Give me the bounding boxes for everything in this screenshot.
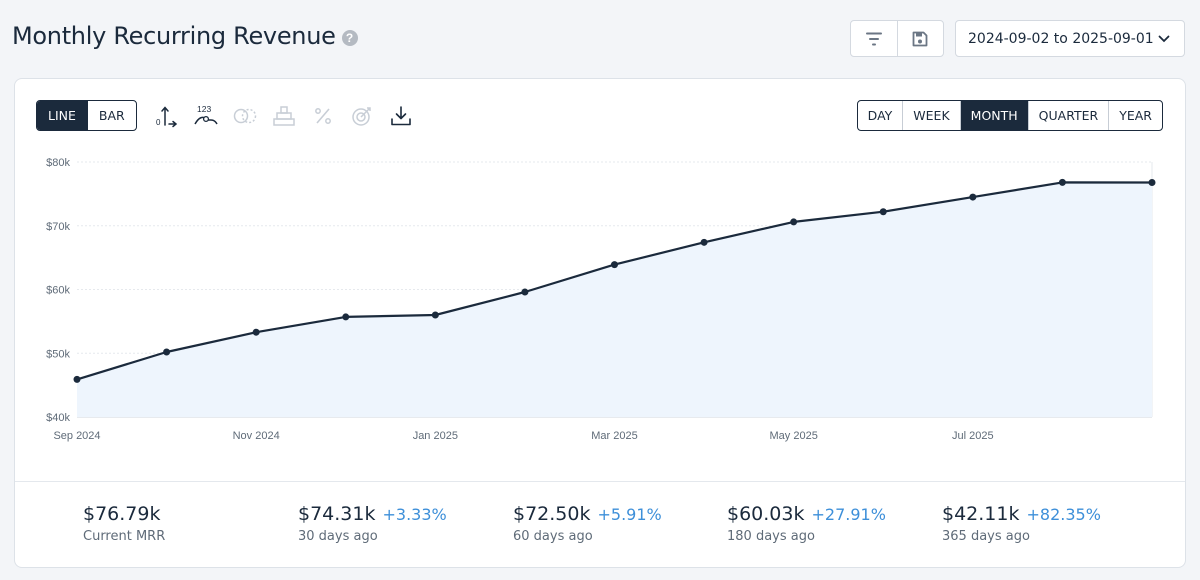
period-year-button[interactable]: YEAR — [1108, 101, 1162, 130]
period-toggle: DAY WEEK MONTH QUARTER YEAR — [856, 100, 1163, 131]
stat-change: +27.91% — [811, 505, 886, 524]
data-point — [879, 208, 887, 216]
question-circle-icon[interactable]: ? — [341, 30, 358, 46]
mrr-line-chart: $40k $50k $60k $70k $80k Sep 2024 Nov 2024 Jan … — [46, 157, 1156, 442]
stat-180-days: $60.03k +27.91% 180 days ago — [727, 503, 886, 544]
stack-button[interactable] — [264, 101, 303, 131]
axis-scale-icon: 0 — [156, 106, 177, 128]
line-toggle-button[interactable]: LINE — [37, 101, 87, 130]
stat-60-days: $72.50k +5.91% 60 days ago — [513, 503, 662, 544]
data-point — [342, 313, 350, 321]
filter-icon — [865, 32, 882, 45]
stat-change: +5.91% — [597, 505, 662, 524]
y-tick-label: $70k — [46, 221, 70, 233]
data-point — [611, 261, 618, 269]
stat-current-mrr: $76.79k Current MRR — [83, 503, 165, 544]
data-point — [969, 193, 977, 201]
data-point — [163, 348, 171, 356]
percent-button[interactable] — [303, 101, 342, 131]
x-tick-label: May 2025 — [770, 430, 818, 442]
chevron-down-icon — [1158, 35, 1170, 42]
data-point — [431, 311, 439, 319]
stat-365-days: $42.11k +82.35% 365 days ago — [942, 503, 1101, 544]
stat-value: $42.11k — [942, 503, 1020, 525]
mrr-card: LINE BAR 0 123 — [14, 78, 1186, 568]
data-point — [521, 288, 529, 296]
page-header: Monthly Recurring Revenue ? — [12, 22, 358, 50]
x-tick-label: Mar 2025 — [591, 430, 637, 442]
data-labels-button[interactable]: 123 — [186, 101, 225, 131]
data-labels-text: 123 — [197, 104, 211, 114]
x-tick-label: Sep 2024 — [53, 430, 100, 442]
stat-value: $74.31k — [298, 503, 376, 525]
period-day-button[interactable]: DAY — [867, 108, 893, 123]
y-tick-label: $50k — [46, 348, 70, 360]
goal-target-button[interactable] — [342, 101, 381, 131]
y-tick-label: $60k — [46, 285, 70, 297]
stat-label: 180 days ago — [727, 529, 815, 544]
date-range-value: 2024-09-02 to 2025-09-01 — [968, 30, 1154, 47]
x-tick-label: Jul 2025 — [952, 430, 994, 442]
period-week-button[interactable]: WEEK — [902, 101, 959, 130]
data-point — [700, 238, 708, 246]
data-point — [73, 375, 81, 383]
axis-scale-button[interactable]: 0 — [147, 101, 186, 131]
data-labels-icon: 123 — [193, 104, 218, 125]
stat-value: $60.03k — [727, 503, 805, 525]
data-point — [1058, 178, 1066, 186]
chart-toolbar: 0 123 — [147, 101, 420, 131]
filter-button[interactable] — [851, 21, 897, 56]
stat-change: +82.35% — [1026, 505, 1101, 524]
bar-toggle-button[interactable]: BAR — [86, 101, 136, 130]
save-icon — [913, 31, 928, 46]
percent-icon — [314, 108, 331, 124]
data-point — [252, 328, 260, 336]
y-tick-label: $80k — [46, 157, 70, 169]
stat-change: +3.33% — [382, 505, 447, 524]
stat-value: $76.79k — [83, 503, 161, 525]
stat-label: 60 days ago — [513, 529, 593, 544]
stack-icon — [272, 106, 295, 126]
goal-target-icon — [351, 107, 371, 126]
page-title: Monthly Recurring Revenue — [12, 22, 336, 50]
x-tick-label: Nov 2024 — [233, 430, 280, 442]
data-point — [790, 218, 798, 226]
download-button[interactable] — [381, 101, 420, 131]
stat-30-days: $74.31k +3.33% 30 days ago — [298, 503, 447, 544]
chart-type-toggle: LINE BAR — [36, 100, 137, 131]
period-month-button[interactable]: MONTH — [959, 101, 1028, 130]
stat-label: Current MRR — [83, 529, 166, 544]
header-actions — [850, 20, 944, 57]
svg-text:0: 0 — [156, 118, 161, 127]
y-tick-label: $40k — [46, 412, 70, 424]
stat-value: $72.50k — [513, 503, 591, 525]
save-button[interactable] — [896, 21, 943, 56]
x-tick-label: Jan 2025 — [413, 430, 458, 442]
stat-label: 365 days ago — [942, 529, 1030, 544]
compare-button[interactable] — [225, 101, 264, 131]
series-area — [77, 182, 1152, 417]
data-point — [1148, 178, 1156, 186]
stat-label: 30 days ago — [298, 529, 378, 544]
download-icon — [390, 106, 411, 126]
date-range-select[interactable]: 2024-09-02 to 2025-09-01 — [955, 20, 1185, 57]
period-quarter-button[interactable]: QUARTER — [1027, 101, 1109, 130]
stats-divider — [15, 481, 1185, 482]
compare-icon — [233, 108, 256, 124]
